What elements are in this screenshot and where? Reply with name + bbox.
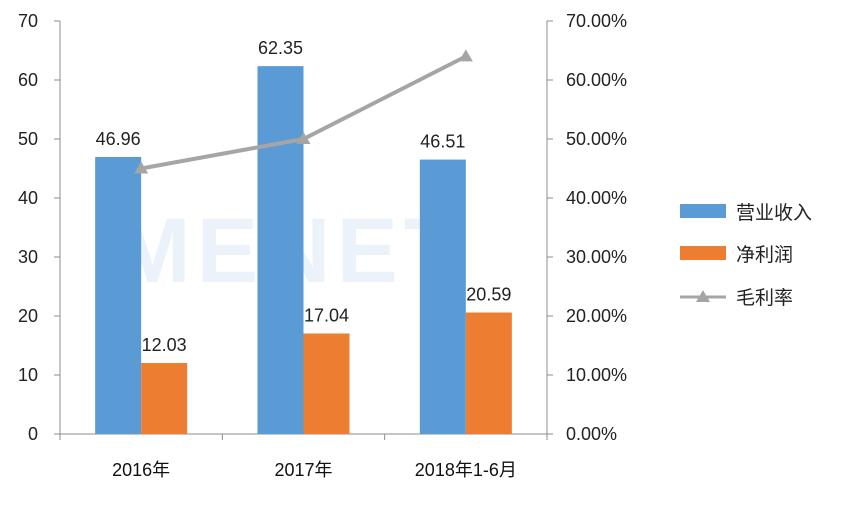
- data-labels: 46.96 62.35 46.51 12.03 17.04 20.59: [96, 38, 512, 355]
- gross-margin-point: [134, 161, 149, 174]
- category-label: 2017年: [274, 460, 332, 480]
- data-label-net-profit: 20.59: [466, 285, 511, 305]
- bar-net-profit: [141, 363, 188, 434]
- data-label-net-profit: 12.03: [142, 335, 187, 355]
- data-label-revenue: 62.35: [258, 38, 303, 58]
- left-tick-label: 70: [18, 11, 38, 31]
- left-tick-label: 40: [18, 188, 38, 208]
- left-tick-label: 20: [18, 306, 38, 326]
- right-tick-label: 10.00%: [566, 365, 627, 385]
- right-tick-label: 20.00%: [566, 306, 627, 326]
- right-tick-label: 70.00%: [566, 11, 627, 31]
- data-label-revenue: 46.51: [420, 132, 465, 152]
- bars: [95, 66, 512, 434]
- left-tick-label: 60: [18, 70, 38, 90]
- category-label: 2018年1-6月: [415, 460, 517, 480]
- data-label-revenue: 46.96: [96, 129, 141, 149]
- bar-net-profit: [303, 333, 350, 434]
- bar-revenue: [95, 156, 142, 434]
- legend-swatch-revenue: [680, 204, 726, 218]
- category-label: 2016年: [112, 460, 170, 480]
- left-tick-label: 50: [18, 129, 38, 149]
- bar-net-profit: [465, 312, 512, 434]
- right-tick-label: 50.00%: [566, 129, 627, 149]
- data-label-net-profit: 17.04: [304, 305, 349, 325]
- margin-line: [134, 49, 473, 174]
- gross-margin-point: [296, 132, 311, 144]
- right-tick-label: 30.00%: [566, 247, 627, 267]
- legend-swatch-net-profit: [680, 246, 726, 260]
- gross-margin-point: [458, 49, 473, 62]
- bar-revenue: [257, 66, 304, 434]
- legend-marker-gross-margin: [696, 290, 710, 302]
- legend-label: 净利润: [736, 244, 793, 266]
- legend-label: 营业收入: [736, 202, 812, 224]
- legend-label: 毛利率: [736, 287, 793, 309]
- left-tick-label: 30: [18, 247, 38, 267]
- right-tick-label: 60.00%: [566, 70, 627, 90]
- left-tick-label: 0: [28, 424, 38, 444]
- left-tick-label: 10: [18, 365, 38, 385]
- right-tick-label: 40.00%: [566, 188, 627, 208]
- right-tick-label: 0.00%: [566, 424, 617, 444]
- bar-revenue: [419, 159, 466, 434]
